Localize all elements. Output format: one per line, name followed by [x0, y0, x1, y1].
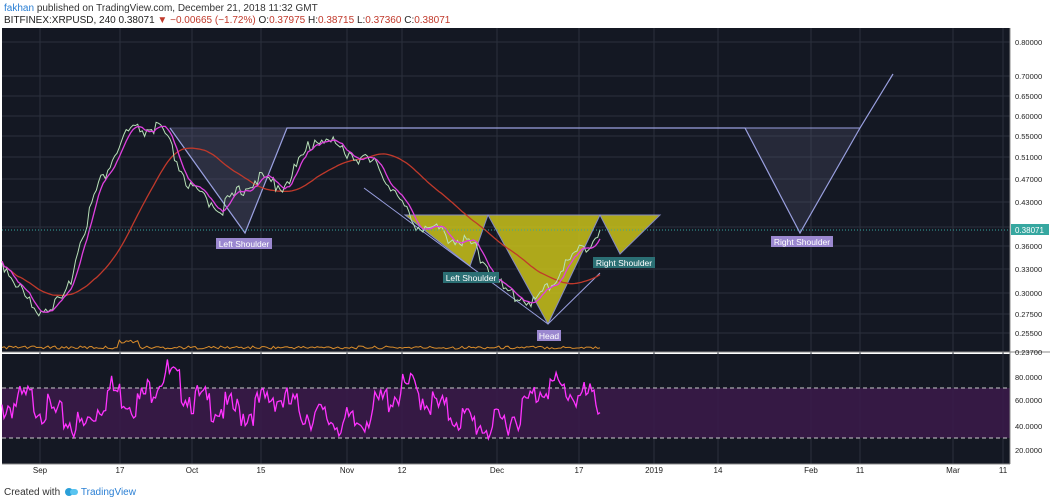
- oscillator-axis-ticks: 80.0000 60.0000 40.0000 20.0000: [1015, 373, 1042, 455]
- open-label: O:: [258, 15, 270, 26]
- price-tick-label: 0.43000: [1015, 198, 1042, 207]
- label-right-shoulder-1-text: Right Shoulder: [596, 258, 652, 268]
- time-tick-label: 2019: [645, 466, 663, 475]
- price-axis-bg: [1010, 28, 1050, 464]
- oscillator-line: [1, 359, 601, 441]
- open-value: 0.37975: [269, 15, 306, 26]
- oscillator-tick-label: 80.0000: [1015, 373, 1042, 382]
- label-left-shoulder-2: Left Shoulder: [443, 272, 499, 283]
- price-chart-svg[interactable]: Left Shoulder Left Shoulder Head Right S…: [0, 28, 1050, 476]
- created-with-text: Created with: [4, 487, 61, 498]
- time-tick-label: Mar: [946, 466, 960, 475]
- price-tick-label: 0.65000: [1015, 92, 1042, 101]
- label-right-shoulder-2: Right Shoulder: [771, 236, 833, 247]
- ma-short-line: [1, 125, 601, 313]
- volume-line: [1, 339, 601, 350]
- label-right-shoulder-1: Right Shoulder: [593, 257, 655, 268]
- footer: Created with TradingView: [4, 487, 136, 498]
- price-change: ▼ −0.00665 (−1.72%): [157, 15, 256, 26]
- hs-left-shoulder: [403, 214, 489, 267]
- oscillator-tick-label: 20.0000: [1015, 446, 1042, 455]
- tradingview-logo-icon: [64, 488, 79, 497]
- label-left-shoulder-2-text: Left Shoulder: [446, 273, 497, 283]
- time-tick-label: 11: [999, 466, 1008, 475]
- low-value: 0.37360: [365, 15, 402, 26]
- price-tick-label: 0.55000: [1015, 132, 1042, 141]
- time-tick-label: Sep: [33, 466, 48, 475]
- pattern-slope-right: [547, 272, 601, 325]
- price-tick-label: 0.47000: [1015, 175, 1042, 184]
- hs-head: [487, 214, 601, 326]
- oscillator-tick-label: 40.0000: [1015, 422, 1042, 431]
- price-tick-label: 0.30000: [1015, 289, 1042, 298]
- current-price-tag: [1011, 224, 1049, 235]
- time-axis-bg: [2, 464, 1010, 476]
- time-tick-label: Oct: [186, 466, 199, 475]
- price-tick-label: 0.23700: [1015, 348, 1042, 357]
- price-tick-label: 0.36000: [1015, 242, 1042, 251]
- time-tick-label: Nov: [340, 466, 354, 475]
- label-left-shoulder-1-text: Left Shoulder: [219, 239, 270, 249]
- time-tick-label: 17: [116, 466, 125, 475]
- time-tick-label: 12: [398, 466, 407, 475]
- price-panel-bg: [2, 28, 1010, 352]
- time-tick-label: 17: [575, 466, 584, 475]
- price-axis-ticks: 0.80000 0.70000 0.65000 0.60000 0.55000 0.510…: [1015, 38, 1042, 357]
- last-price: 0.38071: [118, 15, 155, 26]
- publish-header: fakhan published on TradingView.com, Dec…: [4, 3, 318, 14]
- price-tick-label: 0.27500: [1015, 310, 1042, 319]
- current-price-tag-text: 0.38071: [1015, 226, 1044, 235]
- price-tick-label: 0.60000: [1015, 112, 1042, 121]
- symbol-bar: BITFINEX:XRPUSD, 240 0.38071 ▼ −0.00665 …: [4, 15, 450, 26]
- pattern-slope-left: [363, 187, 549, 325]
- tradingview-brand[interactable]: TradingView: [80, 487, 136, 498]
- published-text: published on TradingView.com, December 2…: [36, 3, 318, 14]
- price-tick-label: 0.70000: [1015, 72, 1042, 81]
- hs-right-shoulder: [599, 214, 662, 255]
- close-value: 0.38071: [414, 15, 451, 26]
- high-label: H:: [308, 15, 318, 26]
- high-value: 0.38715: [318, 15, 355, 26]
- pattern-big-neck-area: [287, 128, 860, 233]
- oscillator-band: [2, 388, 1010, 438]
- symbol-name: BITFINEX:XRPUSD, 240: [4, 15, 116, 26]
- price-tick-label: 0.80000: [1015, 38, 1042, 47]
- time-tick-label: 14: [714, 466, 723, 475]
- label-right-shoulder-2-text: Right Shoulder: [774, 237, 830, 247]
- time-axis-ticks: Sep 17 Oct 15 Nov 12 Dec 17 2019 14 Feb 11 Mar 11: [33, 466, 1008, 475]
- price-tick-label: 0.25500: [1015, 329, 1042, 338]
- chart-area[interactable]: Left Shoulder Left Shoulder Head Right S…: [0, 28, 1050, 476]
- label-head-text: Head: [539, 331, 560, 341]
- time-tick-label: Feb: [804, 466, 818, 475]
- price-tick-label: 0.33000: [1015, 265, 1042, 274]
- low-label: L:: [356, 15, 366, 26]
- time-tick-label: 11: [856, 466, 865, 475]
- close-label: C:: [404, 15, 415, 26]
- label-left-shoulder-1: Left Shoulder: [216, 238, 272, 249]
- author-link[interactable]: fakhan: [4, 3, 35, 14]
- oscillator-tick-label: 60.0000: [1015, 396, 1042, 405]
- price-tick-label: 0.51000: [1015, 153, 1042, 162]
- time-tick-label: 15: [257, 466, 266, 475]
- label-head: Head: [537, 330, 561, 341]
- time-tick-label: Dec: [490, 466, 504, 475]
- ma-long-line: [1, 147, 601, 297]
